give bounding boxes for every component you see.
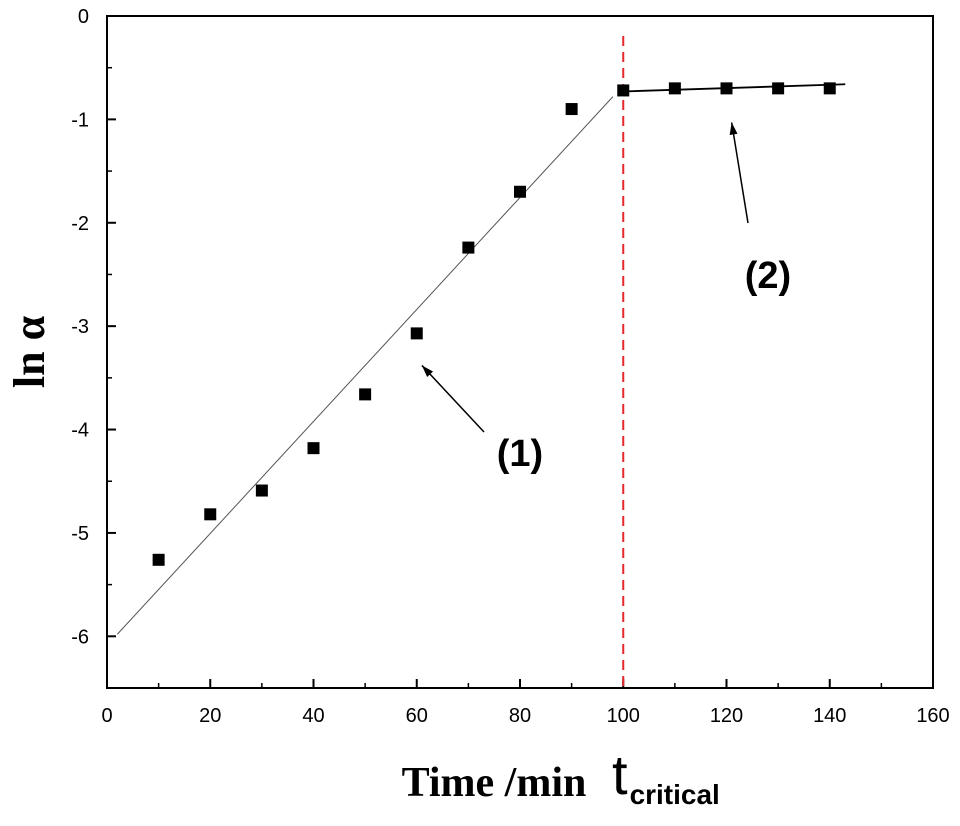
data-point	[514, 185, 526, 198]
plot-frame-layer	[106, 15, 934, 689]
data-point	[307, 442, 320, 455]
data-point	[565, 103, 578, 116]
fit-line-1	[116, 96, 614, 635]
x-tick-label: 0	[101, 705, 112, 727]
data-point	[359, 388, 372, 401]
y-tick-label: -5	[71, 523, 89, 545]
annotation-arrow-1	[421, 364, 485, 433]
data-point	[617, 84, 630, 97]
annotations-layer: (1) (2)	[421, 122, 791, 475]
annotation-arrow-2	[730, 122, 749, 224]
x-tick-label: 80	[509, 705, 531, 727]
data-point	[152, 553, 165, 566]
data-point	[462, 241, 475, 254]
x-axis-title: Time /min	[402, 760, 587, 806]
data-point	[720, 82, 733, 95]
x-tick-label: 60	[406, 705, 428, 727]
critical-time-sub: critical	[630, 779, 720, 810]
data-point	[255, 484, 268, 497]
critical-time-label: tcritical	[612, 743, 720, 810]
x-tick-label: 140	[813, 705, 846, 727]
data-point	[772, 82, 785, 95]
data-point	[204, 508, 217, 521]
data-point	[823, 82, 836, 95]
data-point	[410, 327, 423, 340]
x-tick-label: 120	[710, 705, 743, 727]
plot-frame	[106, 15, 934, 689]
x-tick-label: 40	[302, 705, 324, 727]
data-point	[668, 82, 681, 95]
annotation-arrowhead-1	[421, 365, 434, 377]
fit-line-2	[623, 83, 846, 93]
y-tick-label: 0	[78, 6, 89, 28]
points-layer	[152, 82, 836, 566]
annotation-arrowhead-2	[729, 122, 738, 135]
x-tick-label: 100	[607, 705, 640, 727]
x-tick-label: 20	[199, 705, 221, 727]
y-tick-label: -2	[71, 213, 89, 235]
y-axis-title: ln α	[5, 315, 54, 388]
annotation-label-1: (1)	[497, 433, 543, 475]
lines-layer	[116, 36, 846, 688]
annotation-label-2: (2)	[745, 255, 791, 297]
y-tick-label: -6	[71, 626, 89, 648]
y-tick-label: -4	[71, 420, 89, 442]
y-tick-label: -3	[71, 316, 89, 338]
ticks-layer: 0 20 40 60 80 100 120 140 160 0 -1 -2 -3 -4 -5 -6	[71, 6, 949, 727]
y-tick-label: -1	[71, 109, 89, 131]
critical-time-main: t	[612, 743, 628, 806]
x-tick-label: 160	[916, 705, 949, 727]
